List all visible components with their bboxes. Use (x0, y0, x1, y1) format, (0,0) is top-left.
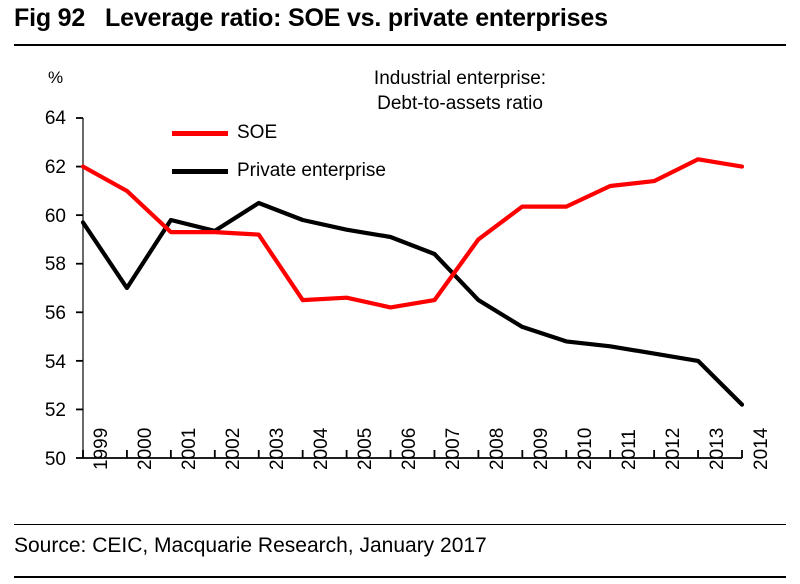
series-line-private-enterprise (80, 200, 745, 407)
x-tick-label-2000: 2000 (135, 427, 156, 470)
y-tick-label-64: 64 (44, 108, 66, 129)
y-tick-label-50: 50 (44, 449, 66, 470)
series-line-soe (80, 157, 745, 310)
legend-swatch-private-enterprise-icon (172, 168, 228, 174)
x-tick-label-1999: 1999 (91, 427, 112, 470)
x-tick-label-2005: 2005 (355, 427, 376, 470)
figure-title: Leverage ratio: SOE vs. private enterpri… (105, 4, 608, 32)
y-tick-label-60: 60 (44, 206, 66, 227)
x-tick-label-2002: 2002 (223, 427, 244, 470)
chart-plot-area: % 64 62 60 58 56 54 52 50 1999 2000 2001… (0, 52, 800, 472)
chart-legend: SOE Private enterprise (172, 114, 472, 190)
y-axis-unit-label: % (48, 68, 64, 87)
annotation-line-2: Debt-to-assets ratio (377, 93, 543, 115)
y-tick-label-62: 62 (44, 157, 66, 178)
annotation-line-1: Industrial enterprise: (373, 68, 547, 89)
source-note: Source: CEIC, Macquarie Research, Januar… (14, 534, 487, 557)
x-tick-label-2006: 2006 (399, 427, 420, 470)
y-tick-label-52: 52 (44, 400, 66, 421)
legend-label-soe: SOE (237, 122, 278, 143)
y-tick-label-54: 54 (44, 352, 66, 373)
figure-number: Fig 92 (14, 4, 86, 32)
legend-item-private-enterprise: Private enterprise (172, 152, 472, 190)
chart-svg (76, 117, 745, 459)
y-tick-label-58: 58 (44, 254, 66, 275)
page-title: Fig 92 Leverage ratio: SOE vs. private e… (14, 4, 786, 33)
y-tick-label-56: 56 (44, 303, 66, 324)
x-tick-label-2003: 2003 (267, 427, 288, 470)
title-divider (14, 44, 786, 46)
y-axis-ticks (76, 117, 83, 459)
chart-annotation: Industrial enterprise: Debt-to-assets ra… (320, 66, 600, 116)
source-divider-top (14, 524, 786, 525)
x-tick-label-2007: 2007 (443, 427, 464, 470)
x-tick-label-2009: 2009 (531, 427, 552, 470)
source-divider-bottom (14, 576, 786, 578)
x-tick-label-2011: 2011 (619, 429, 640, 470)
legend-item-soe: SOE (172, 114, 472, 152)
x-tick-label-2013: 2013 (707, 427, 728, 470)
legend-label-private-enterprise: Private enterprise (237, 160, 386, 181)
figure-header: Fig 92 Leverage ratio: SOE vs. private e… (14, 4, 786, 48)
x-tick-label-2010: 2010 (575, 427, 596, 470)
x-axis-ticks (82, 450, 743, 458)
legend-swatch-soe-icon (172, 130, 228, 136)
x-tick-label-2001: 2001 (179, 427, 200, 470)
x-tick-label-2004: 2004 (311, 427, 332, 470)
x-tick-label-2014: 2014 (751, 427, 772, 470)
x-tick-label-2008: 2008 (487, 427, 508, 470)
x-tick-label-2012: 2012 (663, 427, 684, 470)
